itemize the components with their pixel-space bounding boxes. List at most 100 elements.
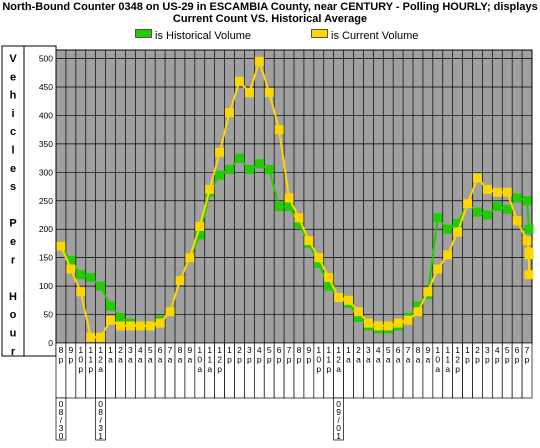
x-tick-label: a — [336, 364, 341, 374]
historical-series-point — [492, 201, 502, 211]
current-series-point — [423, 287, 433, 297]
x-tick-label: a — [416, 355, 421, 365]
date-label-cell — [95, 397, 106, 441]
x-tick-label: a — [207, 364, 212, 374]
legend-historical: is Historical Volume — [135, 29, 251, 42]
x-label-cell — [521, 342, 533, 399]
current-series-point — [205, 184, 215, 194]
current-series-point — [502, 187, 512, 197]
current-series — [56, 56, 534, 342]
x-tick-label: 5 — [505, 345, 510, 355]
y-axis-title-char: s — [10, 181, 16, 193]
x-tick-label: 8 — [178, 345, 183, 355]
x-tick-label: 1 — [326, 345, 331, 355]
current-series-point — [195, 221, 205, 231]
x-tick-label: a — [138, 355, 143, 365]
x-tick-label: 2 — [336, 355, 341, 365]
x-tick-label: 0 — [197, 355, 202, 365]
date-label: / — [99, 415, 102, 425]
historical-series-point — [314, 258, 324, 268]
current-series-point — [344, 295, 354, 305]
current-series-point — [482, 184, 492, 194]
current-series-point — [56, 241, 66, 251]
y-tick-label: 400 — [39, 110, 53, 120]
x-tick-label: a — [356, 355, 361, 365]
current-series-point — [403, 315, 413, 325]
x-tick-label: a — [426, 355, 431, 365]
x-tick-label: 1 — [445, 355, 450, 365]
historical-series-point — [225, 164, 235, 174]
historical-series-point — [86, 273, 96, 283]
historical-series-point — [443, 224, 453, 234]
historical-series-point — [66, 256, 76, 266]
current-series-point — [175, 275, 185, 285]
current-series-point — [383, 321, 393, 331]
x-tick-label: 3 — [485, 345, 490, 355]
historical-series-point — [284, 201, 294, 211]
x-tick-label: a — [168, 355, 173, 365]
x-tick-label: 1 — [326, 355, 331, 365]
current-series-point — [284, 193, 294, 203]
historical-series-point — [524, 224, 534, 234]
x-tick-label: 6 — [158, 345, 163, 355]
historical-series-point — [502, 204, 512, 214]
x-tick-label: p — [78, 364, 83, 374]
date-label: 1 — [98, 431, 103, 441]
y-tick-label: 200 — [39, 224, 53, 234]
x-tick-label: 1 — [78, 345, 83, 355]
x-tick-label: a — [158, 355, 163, 365]
x-tick-label: p — [307, 355, 312, 365]
x-tick-label: a — [197, 364, 202, 374]
historical-series-point — [294, 219, 304, 229]
current-series-point — [314, 253, 324, 263]
y-tick-label: 100 — [39, 281, 53, 291]
current-series-point — [463, 199, 473, 209]
x-tick-label: p — [485, 355, 490, 365]
current-series-point — [453, 227, 463, 237]
x-tick-label: p — [455, 364, 460, 374]
x-tick-label: p — [475, 355, 480, 365]
y-tick-label: 0 — [48, 338, 53, 348]
current-series-point — [373, 321, 383, 331]
current-series-point — [413, 307, 423, 317]
legend-historical-swatch — [135, 29, 152, 38]
historical-series-point — [76, 270, 86, 280]
x-tick-label: 7 — [287, 345, 292, 355]
y-axis-title-char: H — [9, 291, 17, 303]
y-axis-title-char: u — [10, 328, 17, 340]
historical-series-point — [215, 170, 225, 180]
y-tick-label: 300 — [39, 167, 53, 177]
y-tick-label: 250 — [39, 196, 53, 206]
x-tick-label: p — [227, 355, 232, 365]
current-series-point — [443, 250, 453, 260]
date-label-cell — [333, 397, 344, 441]
x-tick-label: p — [59, 355, 64, 365]
current-series-point — [86, 332, 96, 342]
current-series-point — [135, 321, 145, 331]
historical-series-point — [433, 213, 443, 223]
current-series-point — [145, 321, 155, 331]
legend-current-swatch — [311, 29, 328, 38]
x-tick-label: 2 — [455, 355, 460, 365]
y-axis-title-char: e — [10, 71, 16, 83]
current-series-point — [512, 216, 522, 226]
current-series-point — [524, 270, 534, 280]
x-tick-label: 8 — [59, 345, 64, 355]
x-tick-label: 1 — [207, 355, 212, 365]
x-tick-label: 1 — [435, 345, 440, 355]
x-tick-label: 8 — [297, 345, 302, 355]
current-series-point — [66, 264, 76, 274]
x-tick-label: a — [178, 355, 183, 365]
date-label: 0 — [336, 399, 341, 409]
x-tick-label: 6 — [396, 345, 401, 355]
current-series-point — [254, 56, 264, 66]
x-tick-label: 1 — [217, 345, 222, 355]
historical-series-point — [254, 159, 264, 169]
x-tick-label: p — [257, 355, 262, 365]
y-axis-title-char: r — [11, 254, 16, 266]
x-tick-label: a — [376, 355, 381, 365]
x-tick-label: 9 — [307, 345, 312, 355]
current-series-point — [76, 287, 86, 297]
y-tick-label: 350 — [39, 139, 53, 149]
current-series-point — [244, 88, 254, 98]
